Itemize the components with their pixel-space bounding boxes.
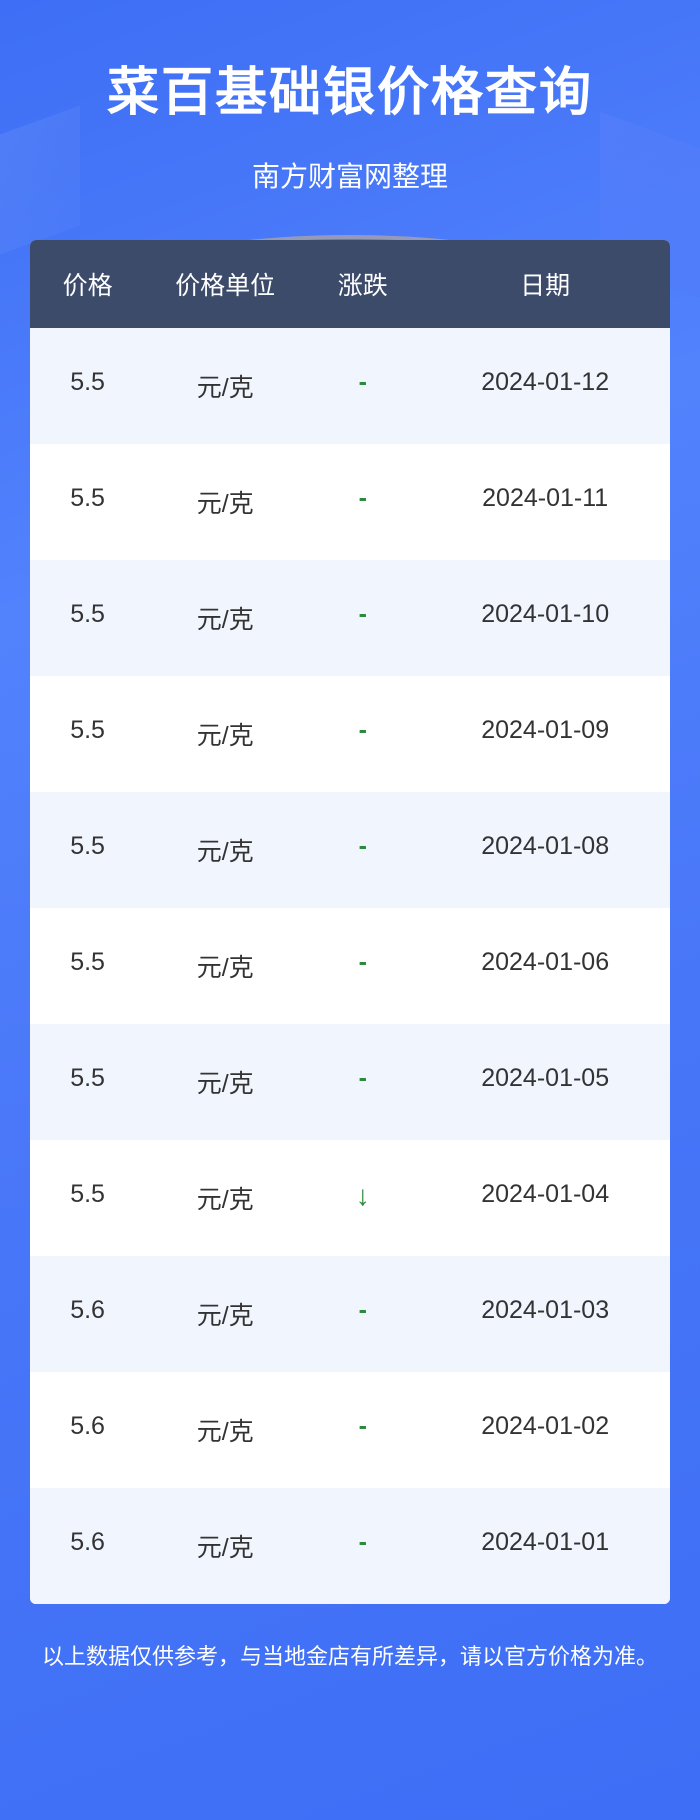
cell-date: 2024-01-08 — [420, 832, 670, 868]
table-row: 5.6元/克 - 2024-01-02 — [30, 1372, 670, 1488]
cell-price: 5.6 — [30, 1528, 145, 1564]
table-body: 5.5元/克-2024-01-125.5元/克-2024-01-115.5元/克… — [30, 328, 670, 1604]
table-row: 5.6元/克 - 2024-01-03 — [30, 1256, 670, 1372]
cell-price: 5.5 — [30, 600, 145, 636]
cell-change: - — [305, 716, 420, 752]
cell-date: 2024-01-11 — [420, 484, 670, 520]
cell-change: - — [305, 948, 420, 984]
cell-price: 5.5 — [30, 716, 145, 752]
cell-unit: 元/克 — [145, 832, 305, 868]
cell-date: 2024-01-06 — [420, 948, 670, 984]
cell-price: 5.5 — [30, 368, 145, 404]
cell-unit: 元/克 — [145, 948, 305, 984]
table-row: 5.5元/克 - 2024-01-06 — [30, 908, 670, 1024]
dash-icon: - — [359, 1064, 367, 1092]
table-header-date: 日期 — [420, 266, 670, 302]
dash-icon: - — [359, 832, 367, 860]
dash-icon: - — [359, 368, 367, 396]
table-header-unit: 价格单位 — [145, 266, 305, 302]
table-row: 5.6元/克 - 2024-01-01 — [30, 1488, 670, 1604]
cell-date: 2024-01-10 — [420, 600, 670, 636]
table-header-price: 价格 — [30, 266, 145, 302]
dash-icon: - — [359, 716, 367, 744]
cell-change: - — [305, 484, 420, 520]
cell-unit: 元/克 — [145, 368, 305, 404]
table-header-change: 涨跌 — [305, 266, 420, 302]
cell-unit: 元/克 — [145, 716, 305, 752]
cell-price: 5.5 — [30, 484, 145, 520]
cell-price: 5.6 — [30, 1412, 145, 1448]
cell-price: 5.5 — [30, 832, 145, 868]
cell-date: 2024-01-12 — [420, 368, 670, 404]
cell-unit: 元/克 — [145, 1296, 305, 1332]
page-container: 菜百基础银价格查询 南方财富网整理 价格 价格单位 涨跌 日期 S 南方财富网 … — [0, 0, 700, 1820]
price-table: 价格 价格单位 涨跌 日期 S 南方财富网 outhmoney.com 5.5元… — [30, 240, 670, 1604]
cell-change: - — [305, 600, 420, 636]
dash-icon: - — [359, 1296, 367, 1324]
cell-change: - — [305, 1296, 420, 1332]
cell-unit: 元/克 — [145, 1528, 305, 1564]
cell-unit: 元/克 — [145, 484, 305, 520]
cell-change: - — [305, 1412, 420, 1448]
cell-unit: 元/克 — [145, 600, 305, 636]
dash-icon: - — [359, 1528, 367, 1556]
table-row: 5.5元/克 - 2024-01-11 — [30, 444, 670, 560]
cell-unit: 元/克 — [145, 1064, 305, 1100]
footer-disclaimer: 以上数据仅供参考，与当地金店有所差异，请以官方价格为准。 — [30, 1639, 670, 1671]
cell-date: 2024-01-04 — [420, 1180, 670, 1216]
dash-icon: - — [359, 948, 367, 976]
cell-unit: 元/克 — [145, 1180, 305, 1216]
cell-change: - — [305, 832, 420, 868]
cell-price: 5.5 — [30, 948, 145, 984]
cell-change: - — [305, 1528, 420, 1564]
cell-date: 2024-01-05 — [420, 1064, 670, 1100]
cell-date: 2024-01-02 — [420, 1412, 670, 1448]
page-title: 菜百基础银价格查询 — [30, 50, 670, 125]
table-row: 5.5元/克 - 2024-01-10 — [30, 560, 670, 676]
cell-date: 2024-01-03 — [420, 1296, 670, 1332]
cell-change: - — [305, 368, 420, 404]
dash-icon: - — [359, 484, 367, 512]
dash-icon: - — [359, 600, 367, 628]
cell-price: 5.5 — [30, 1180, 145, 1216]
table-header-row: 价格 价格单位 涨跌 日期 — [30, 240, 670, 328]
table-row: 5.5元/克 ↓ 2024-01-04 — [30, 1140, 670, 1256]
cell-price: 5.5 — [30, 1064, 145, 1100]
cell-change: - — [305, 1064, 420, 1100]
dash-icon: - — [359, 1412, 367, 1440]
cell-date: 2024-01-09 — [420, 716, 670, 752]
cell-date: 2024-01-01 — [420, 1528, 670, 1564]
table-row: 5.5元/克 - 2024-01-05 — [30, 1024, 670, 1140]
cell-unit: 元/克 — [145, 1412, 305, 1448]
cell-price: 5.6 — [30, 1296, 145, 1332]
table-row: 5.5元/克 - 2024-01-08 — [30, 792, 670, 908]
cell-change: ↓ — [305, 1180, 420, 1216]
arrow-down-icon: ↓ — [356, 1180, 370, 1211]
table-row: 5.5元/克 - 2024-01-09 — [30, 676, 670, 792]
header: 菜百基础银价格查询 南方财富网整理 — [30, 50, 670, 195]
page-subtitle: 南方财富网整理 — [30, 155, 670, 195]
table-row: 5.5元/克 - 2024-01-12 — [30, 328, 670, 444]
